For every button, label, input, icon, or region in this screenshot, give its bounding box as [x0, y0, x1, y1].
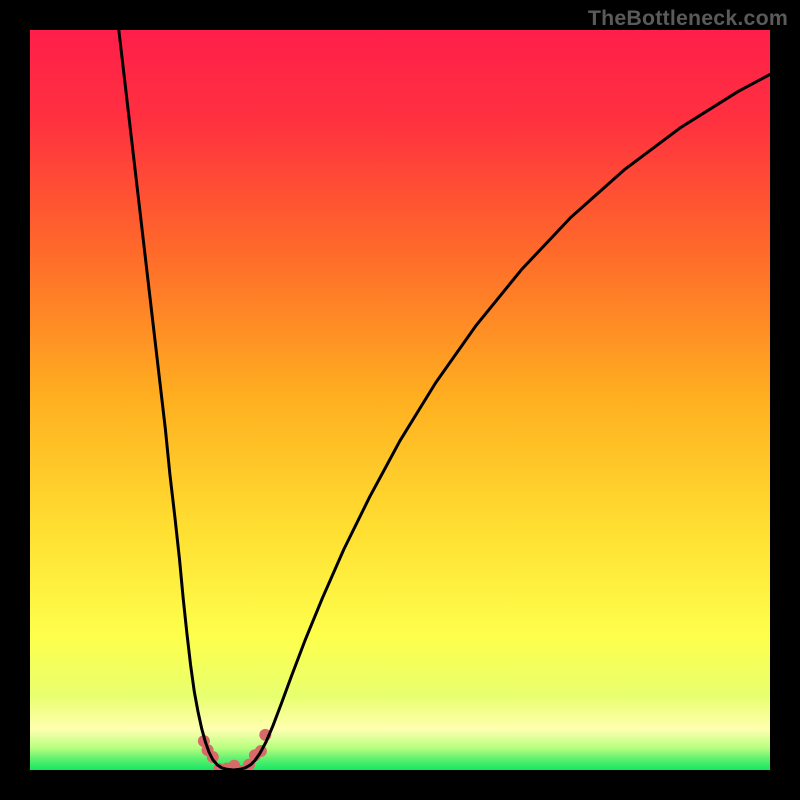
chart-frame: TheBottleneck.com [0, 0, 800, 800]
watermark-text: TheBottleneck.com [588, 6, 788, 31]
plot-area [30, 30, 770, 770]
chart-svg [30, 30, 770, 770]
chart-background [30, 30, 770, 770]
